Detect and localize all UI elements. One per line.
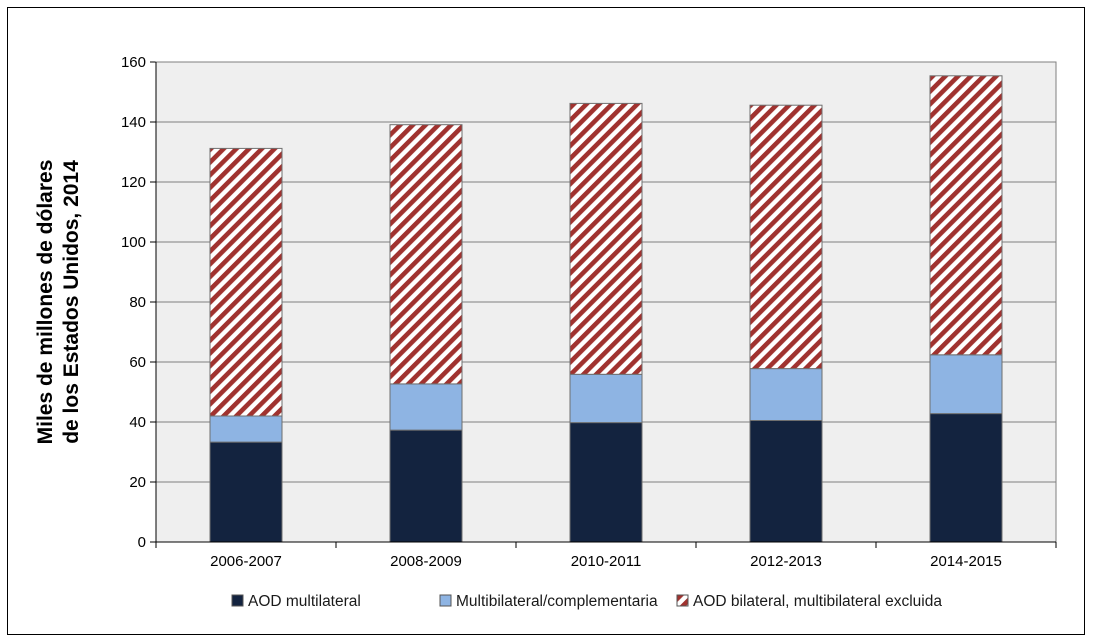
bar-aod-multilateral-2012-2013 — [749, 420, 823, 543]
bar-aod-multilateral-2010-2011 — [569, 422, 643, 543]
x-tick-label-2006-2007: 2006-2007 — [210, 553, 282, 570]
bar-aod-bilateral-multibilateral-excluida-2010-2011 — [569, 102, 643, 375]
axes — [150, 61, 1057, 548]
y-tick-label-20: 20 — [129, 474, 146, 491]
bar-aod-bilateral-multibilateral-excluida-2008-2009 — [389, 124, 463, 385]
bar-aod-multilateral-2008-2009 — [389, 429, 463, 543]
bar-multibilateral-complementaria-2014-2015 — [929, 354, 1003, 415]
bar-multibilateral-complementaria-2012-2013 — [749, 368, 823, 422]
y-tick-label-0: 0 — [138, 534, 146, 551]
y-axis-label-line-0: Miles de millones de dólares — [34, 160, 57, 445]
bar-aod-bilateral-multibilateral-excluida-2014-2015 — [929, 75, 1003, 356]
y-tick-label-120: 120 — [121, 174, 146, 191]
bar-aod-multilateral-2014-2015 — [929, 413, 1003, 543]
bar-multibilateral-complementaria-2008-2009 — [389, 383, 463, 431]
y-tick-label-140: 140 — [121, 114, 146, 131]
bar-aod-multilateral-2006-2007 — [209, 441, 283, 543]
y-tick-label-100: 100 — [121, 234, 146, 251]
legend: AOD multilateral Multibilateral/complemen… — [231, 593, 942, 610]
y-tick-label-160: 160 — [121, 54, 146, 71]
legend-label-multibilateral-complementaria: Multibilateral/complementaria — [456, 593, 658, 610]
legend-label-aod-bilateral-multibilateral-excluida: AOD bilateral, multibilateral excluida — [693, 593, 942, 610]
x-tick-label-2010-2011: 2010-2011 — [571, 553, 642, 570]
bars — [209, 75, 1003, 543]
y-axis-label-line-1: de los Estados Unidos, 2014 — [60, 160, 83, 444]
legend-swatch-aod-multilateral — [231, 594, 244, 607]
legend-swatch-multibilateral-complementaria — [439, 594, 452, 607]
y-axis-label: Miles de millones de dólares de los Estad… — [34, 160, 83, 445]
bar-aod-bilateral-multibilateral-excluida-2006-2007 — [209, 147, 283, 417]
y-tick-label-40: 40 — [129, 414, 146, 431]
bar-multibilateral-complementaria-2010-2011 — [569, 373, 643, 424]
legend-swatch-aod-bilateral-multibilateral-excluida — [676, 594, 689, 607]
legend-label-aod-multilateral: AOD multilateral — [248, 593, 361, 610]
x-tick-label-2012-2013: 2012-2013 — [750, 553, 822, 570]
x-tick-label-2014-2015: 2014-2015 — [930, 553, 1002, 570]
y-tick-label-60: 60 — [129, 354, 146, 371]
bar-aod-bilateral-multibilateral-excluida-2012-2013 — [749, 104, 823, 370]
x-tick-label-2008-2009: 2008-2009 — [390, 553, 462, 570]
axis-labels: 0 20 40 60 80 100 120 140 160 2006-2007 2008-2009 2… — [34, 54, 1002, 570]
bar-multibilateral-complementaria-2006-2007 — [209, 415, 283, 443]
y-tick-label-80: 80 — [129, 294, 146, 311]
